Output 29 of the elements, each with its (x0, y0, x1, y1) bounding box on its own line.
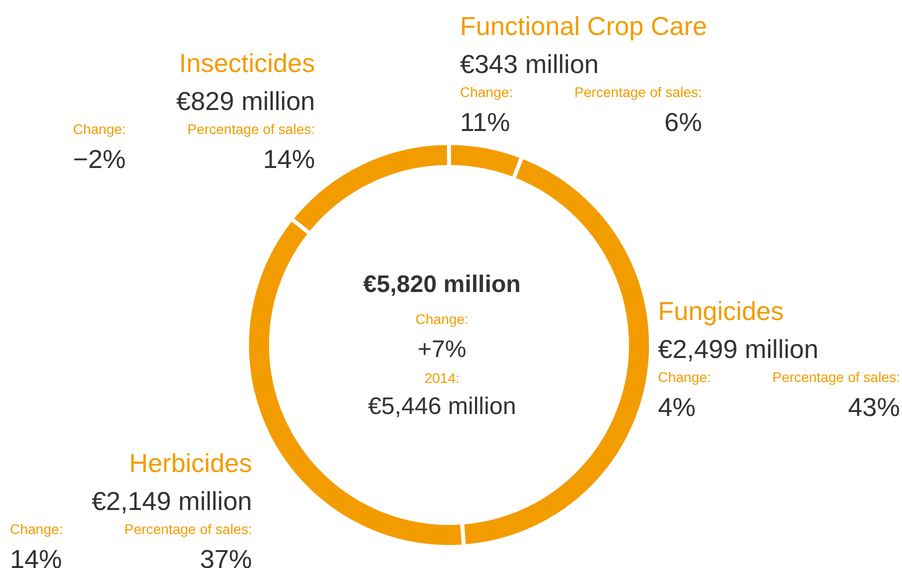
text: €5,820 million (363, 271, 521, 298)
text: Percentage of sales: (574, 84, 702, 100)
text: 4% (658, 392, 696, 422)
text: 14% (10, 544, 62, 568)
data-label: €2,149 million (92, 486, 252, 516)
text: Change: (416, 311, 468, 327)
data-label: €343 million (460, 49, 599, 79)
text: €5,446 million (368, 393, 516, 420)
text: 2014: (424, 370, 460, 386)
slice-label: Insecticides (179, 48, 315, 78)
text: Change: (10, 521, 63, 537)
text: Percentage of sales: (772, 369, 900, 385)
text: 43% (848, 392, 900, 422)
slice-label: Herbicides (129, 448, 252, 478)
text: +7% (418, 336, 466, 363)
data-label: €2,499 million (658, 334, 818, 364)
text: Percentage of sales: (124, 521, 252, 537)
text: 6% (664, 107, 702, 137)
text: 11% (460, 107, 510, 137)
text: Change: (73, 121, 126, 137)
text: Percentage of sales: (187, 121, 315, 137)
slice-label: Fungicides (658, 296, 784, 326)
slice-label: Functional Crop Care (460, 11, 708, 41)
text: 37% (200, 544, 252, 568)
text: −2% (73, 144, 126, 174)
text: 14% (262, 144, 315, 174)
text: Change: (658, 369, 711, 385)
text: Change: (460, 84, 513, 100)
data-label: €829 million (176, 86, 315, 116)
